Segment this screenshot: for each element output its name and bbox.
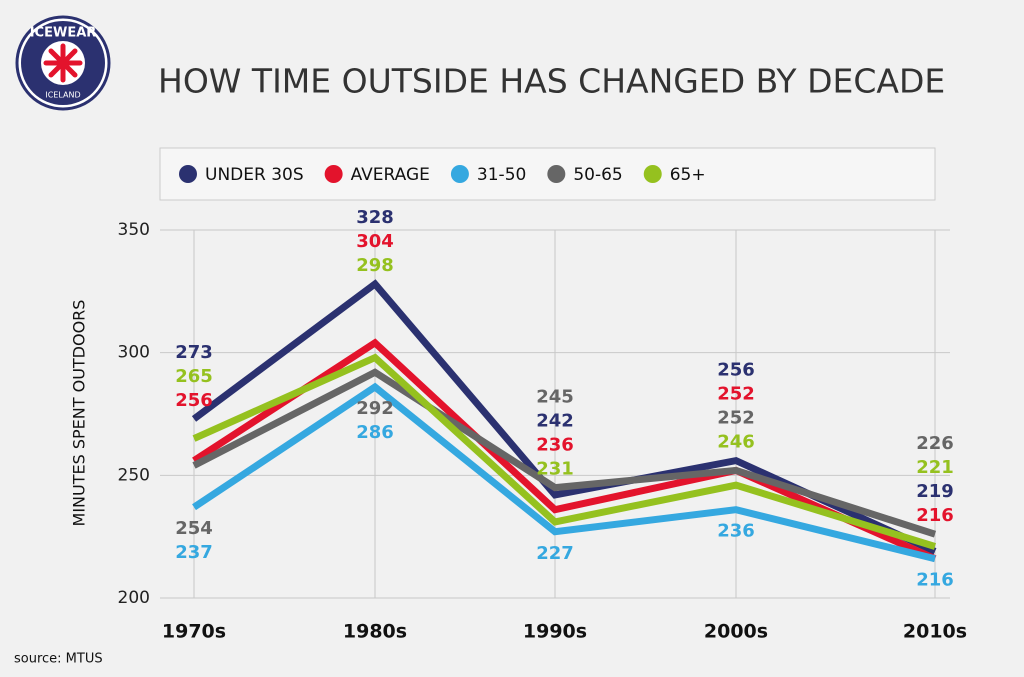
data-label: 256 <box>717 360 755 381</box>
legend-marker <box>450 165 469 183</box>
data-label: 219 <box>916 481 954 502</box>
logo-snowflake <box>43 43 83 83</box>
x-tick-label: 1980s <box>343 621 407 643</box>
y-tick-label: 350 <box>118 220 150 240</box>
y-axis-label: MINUTES SPENT OUTDOORS <box>70 300 89 527</box>
data-label: 273 <box>175 342 213 363</box>
legend-marker <box>547 165 566 183</box>
data-label: 216 <box>916 570 954 591</box>
data-label: 265 <box>175 366 213 387</box>
data-label: 286 <box>356 422 394 443</box>
data-label: 226 <box>916 433 954 454</box>
chart-title: HOW TIME OUTSIDE HAS CHANGED BY DECADE <box>158 62 945 101</box>
source: source: MTUS <box>14 652 103 667</box>
x-tick-label: 1970s <box>162 621 226 643</box>
legend-marker <box>643 165 662 183</box>
data-label: 254 <box>175 518 213 539</box>
series-line <box>192 368 937 538</box>
legend-marker <box>324 165 343 183</box>
logo-country: ICELAND <box>45 91 80 100</box>
series-line <box>192 382 936 563</box>
data-label: 298 <box>356 255 394 276</box>
legend-marker <box>179 165 197 183</box>
data-label: 252 <box>717 384 755 405</box>
data-label: 252 <box>717 408 755 429</box>
data-label: 245 <box>536 387 574 408</box>
y-tick-label: 250 <box>118 465 150 485</box>
data-label: 256 <box>175 390 213 411</box>
data-label: 227 <box>536 543 574 564</box>
y-tick-label: 200 <box>118 588 150 608</box>
legend-label: UNDER 30S <box>205 165 304 185</box>
x-tick-label: 2010s <box>903 621 967 643</box>
data-label: 216 <box>916 505 954 526</box>
data-label: 221 <box>916 457 954 478</box>
legend-label: 65+ <box>670 165 706 185</box>
y-tick-label: 300 <box>118 343 150 363</box>
logo-brand: ICEWEAR <box>30 26 97 41</box>
data-label: 236 <box>536 435 574 456</box>
data-label: 328 <box>356 207 394 228</box>
data-label: 304 <box>356 231 394 252</box>
series-line <box>192 353 937 550</box>
data-label: 236 <box>717 521 755 542</box>
legend-label: 50-65 <box>573 165 622 185</box>
data-label: 246 <box>717 432 755 453</box>
data-label: 242 <box>536 411 574 432</box>
legend-label: AVERAGE <box>351 165 430 185</box>
data-label: 292 <box>356 398 394 419</box>
logo: ICEWEAR ICELAND <box>15 15 111 111</box>
data-label: 237 <box>175 542 213 563</box>
x-tick-label: 2000s <box>704 621 768 643</box>
legend-label: 31-50 <box>477 165 526 185</box>
x-tick-label: 1990s <box>523 621 587 643</box>
data-label: 231 <box>536 459 574 480</box>
